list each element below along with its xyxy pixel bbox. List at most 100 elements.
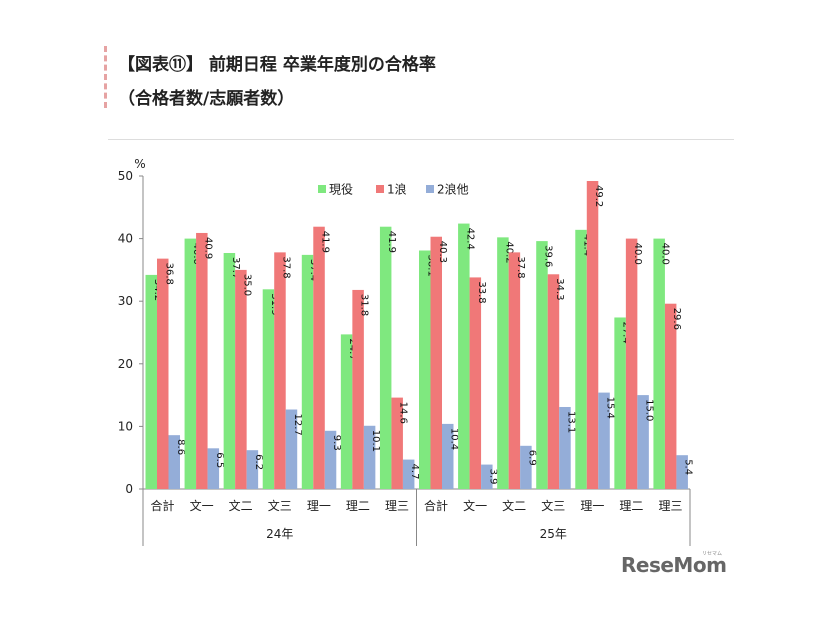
bar-value-label: 40.3 [437, 241, 448, 263]
y-tick-label: 40 [118, 232, 133, 246]
bar-3 [207, 448, 220, 489]
y-tick-label: 30 [118, 294, 133, 308]
bar-value-label: 31.8 [359, 294, 370, 316]
bar-3 [598, 392, 610, 489]
bar-value-label: 5.4 [683, 459, 694, 475]
page-subtitle: （合格者数/志願者数） [118, 89, 295, 109]
bar-1 [262, 289, 275, 489]
bar-1 [653, 238, 665, 489]
bar-1 [340, 334, 353, 489]
x-category-label: 理二 [619, 499, 643, 513]
bar-3 [168, 435, 180, 489]
bar-value-label: 33.8 [476, 281, 487, 303]
bar-value-label: 49.2 [593, 185, 604, 207]
bar-value-label: 35.0 [241, 274, 252, 296]
bar-2 [391, 397, 403, 489]
x-group-label: 24年 [266, 527, 293, 541]
bar-3 [676, 455, 688, 489]
bar-3 [285, 409, 298, 489]
bar-value-label: 12.7 [292, 413, 303, 435]
bar-value-label: 15.0 [644, 399, 655, 421]
legend-entry: 現役 [329, 182, 353, 197]
bar-1 [419, 250, 431, 489]
bar-value-label: 10.4 [448, 428, 459, 450]
bar-3 [559, 406, 571, 489]
bar-value-label: 40.0 [632, 243, 643, 265]
x-category-label: 文一 [463, 498, 487, 513]
bar-3 [442, 423, 454, 489]
bar-2 [157, 258, 169, 489]
bar-2 [352, 289, 364, 489]
bar-1 [458, 223, 470, 490]
x-category-label: 合計 [424, 498, 448, 513]
legend-entry: 1浪 [387, 182, 407, 197]
bar-value-label: 6.5 [214, 452, 225, 468]
bar-2 [196, 232, 208, 489]
bar-value-label: 40.9 [202, 237, 213, 259]
bar-value-label: 8.6 [175, 439, 186, 455]
bar-2 [313, 226, 325, 489]
bar-1 [536, 241, 548, 489]
bar-value-label: 40.0 [660, 243, 671, 265]
y-tick-label: 50 [118, 169, 133, 183]
title-divider [108, 139, 734, 140]
bar-1 [379, 226, 392, 489]
x-category-label: 合計 [151, 498, 175, 513]
x-category-label: 文一 [190, 498, 214, 513]
x-category-label: 文三 [268, 498, 292, 513]
x-category-label: 理三 [658, 499, 682, 513]
bar-1 [184, 238, 197, 489]
bar-value-label: 13.1 [565, 411, 576, 433]
x-category-label: 文二 [229, 498, 253, 513]
bar-2 [469, 277, 482, 489]
bar-value-label: 15.4 [605, 397, 616, 419]
bar-value-label: 10.1 [370, 430, 381, 452]
bar-value-label: 9.3 [331, 435, 342, 451]
bar-value-label: 6.2 [253, 454, 264, 470]
bar-2 [508, 252, 521, 489]
bar-value-label: 36.8 [163, 263, 174, 285]
x-category-label: 理一 [580, 499, 604, 513]
resemom-logo: ReseMom [621, 553, 727, 577]
bar-value-label: 6.9 [526, 450, 537, 466]
bar-3 [402, 459, 415, 489]
bar-value-label: 37.8 [515, 256, 526, 278]
bar-3 [637, 395, 649, 489]
bar-value-label: 41.9 [320, 231, 331, 253]
y-tick-label: 10 [118, 419, 133, 433]
page-title: 【図表⑪】 前期日程 卒業年度別の合格率 [118, 55, 436, 75]
legend-swatch [376, 185, 384, 193]
legend-entry: 2浪他 [437, 182, 469, 197]
x-group-label: 25年 [540, 527, 567, 541]
y-tick-label: 0 [125, 482, 133, 496]
bar-1 [145, 274, 157, 489]
bar-1 [223, 252, 236, 489]
bar-3 [363, 425, 376, 489]
resemom-logo-kana: リセマム [702, 551, 723, 557]
bar-3 [324, 430, 337, 489]
bar-value-label: 29.6 [671, 308, 682, 330]
bar-2 [586, 181, 599, 489]
bar-2 [547, 274, 560, 489]
bar-1 [497, 237, 509, 489]
bar-value-label: 34.3 [554, 278, 565, 300]
bar-value-label: 14.6 [398, 402, 409, 424]
bar-value-label: 4.7 [409, 464, 420, 480]
y-axis-label: % [134, 157, 145, 171]
bar-2 [274, 252, 286, 489]
y-tick-label: 20 [118, 357, 133, 371]
bar-3 [481, 464, 493, 489]
x-category-label: 理三 [385, 499, 409, 513]
bar-2 [664, 303, 677, 489]
x-category-label: 理一 [307, 499, 331, 513]
x-category-label: 文二 [502, 498, 526, 513]
x-category-label: 文三 [541, 498, 565, 513]
bar-value-label: 37.7 [230, 257, 241, 279]
bar-1 [614, 317, 626, 489]
bar-2 [625, 238, 638, 489]
bar-value-label: 39.6 [542, 245, 553, 267]
bar-3 [246, 450, 259, 489]
bar-value-label: 42.4 [464, 228, 475, 250]
legend-swatch [426, 185, 434, 193]
bar-value-label: 37.8 [280, 256, 291, 278]
